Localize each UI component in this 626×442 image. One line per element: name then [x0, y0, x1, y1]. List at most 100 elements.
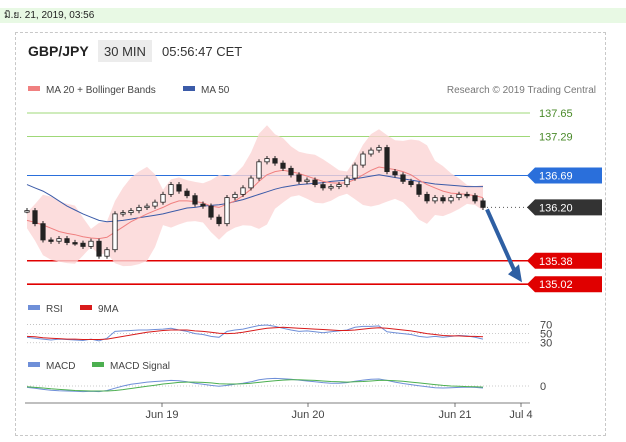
candle-body-33: [288, 167, 294, 176]
timeframe-label: 30 MIN: [104, 44, 146, 59]
candle-body-38: [328, 186, 334, 189]
candle-body-47: [400, 174, 406, 182]
ma20-legend-swatch: [28, 86, 40, 91]
candle-body-17: [160, 193, 166, 203]
candle-body-57: [480, 200, 486, 208]
candle-body-43: [368, 149, 374, 155]
candle-body-37: [320, 184, 326, 189]
candle-body-13: [128, 210, 134, 213]
candle-body-44: [376, 147, 382, 151]
candle-body-26: [232, 193, 238, 199]
x-tick-label-1: Jun 20: [291, 409, 324, 421]
candle-body-28: [248, 177, 254, 189]
candle-body-55: [464, 193, 470, 197]
level-tag-3: 136.20: [539, 202, 573, 214]
candle-body-7: [80, 242, 86, 247]
price-level-tags: 137.65 137.29 136.69 136.20 135.38 135.02: [527, 108, 602, 293]
candle-body-39: [336, 184, 342, 187]
candle-body-22: [200, 203, 206, 207]
macd-tick-0: 0: [540, 381, 546, 393]
x-tick-label-2: Jun 21: [438, 409, 471, 421]
macd-signal-legend-label: MACD Signal: [110, 361, 170, 372]
candle-body-30: [264, 158, 270, 163]
candle-body-25: [224, 197, 230, 225]
ma50-line: [26, 174, 483, 223]
forecast-arrow: [485, 208, 522, 283]
candle-body-48: [408, 180, 414, 186]
level-tag-2: 136.69: [539, 170, 573, 182]
candle-body-36: [312, 179, 318, 186]
rsi-tick-2: 30: [540, 338, 552, 350]
level-tag-4: 135.38: [539, 256, 573, 268]
rsi-legend-label: RSI: [46, 304, 63, 315]
candle-body-5: [64, 238, 70, 243]
candle-body-51: [432, 197, 438, 202]
level-tag-bg-4: [527, 252, 602, 269]
candle-body-32: [280, 162, 286, 169]
rsi-9ma-legend-label: 9MA: [98, 304, 119, 315]
macd-legend-swatch: [28, 362, 40, 367]
timeframe-button[interactable]: [98, 40, 152, 62]
candle-body-54: [456, 193, 462, 199]
candle-body-4: [56, 238, 62, 242]
candle-body-16: [152, 201, 158, 207]
candle-body-41: [352, 164, 358, 179]
level-tag-1: 137.29: [539, 131, 573, 143]
candle-body-29: [256, 161, 262, 179]
candle-body-14: [136, 206, 142, 212]
candle-body-24: [216, 216, 222, 225]
date-header: มิ.ย. 21, 2019, 03:56: [0, 8, 626, 23]
price-candles: [24, 144, 486, 259]
candle-body-0: [24, 210, 30, 213]
candle-body-11: [112, 213, 118, 251]
candle-body-27: [240, 187, 246, 195]
candle-body-50: [424, 193, 430, 202]
candle-body-34: [296, 174, 302, 182]
ma20-line: [26, 166, 484, 240]
candle-body-46: [392, 171, 398, 176]
macd-line: [26, 377, 484, 393]
pair-label: GBP/JPY: [28, 43, 89, 59]
rsi-line: [26, 324, 484, 342]
candle-body-18: [168, 184, 174, 195]
arrow-head: [508, 264, 522, 283]
macd-signal-line: [26, 379, 484, 392]
candle-body-19: [176, 184, 182, 192]
candle-body-49: [416, 184, 422, 195]
candle-body-21: [192, 195, 198, 205]
x-axis: Jun 19 Jun 20 Jun 21 Jul 4: [25, 402, 533, 421]
candle-body-9: [96, 240, 102, 257]
rsi-9ma-legend-swatch: [80, 305, 92, 310]
clock-label: 05:56:47 CET: [162, 44, 242, 59]
candle-body-52: [440, 197, 446, 202]
ma50-legend-label: MA 50: [201, 85, 230, 96]
candle-body-23: [208, 205, 214, 218]
candle-body-42: [360, 153, 366, 166]
rsi-tick-1: 50: [540, 329, 552, 341]
candle-body-53: [448, 197, 454, 202]
candle-body-12: [120, 212, 126, 215]
x-tick-label-3: Jul 4: [509, 409, 532, 421]
candle-body-45: [384, 147, 390, 172]
ma20-legend-label: MA 20 + Bollinger Bands: [46, 85, 156, 96]
pair-box: [27, 40, 91, 62]
macd-legend-label: MACD: [46, 361, 75, 372]
candle-body-35: [304, 179, 310, 182]
rsi-tick-0: 70: [540, 320, 552, 332]
candle-body-8: [88, 240, 94, 247]
chart-frame: [15, 32, 606, 436]
candle-body-40: [344, 177, 350, 186]
ma50-legend-swatch: [183, 86, 195, 91]
level-tag-0: 137.65: [539, 108, 573, 120]
arrow-shaft: [485, 208, 518, 276]
level-tag-bg-3: [527, 199, 602, 216]
level-tag-bg-2: [527, 167, 602, 184]
candle-body-1: [32, 210, 38, 225]
research-credit: Research © 2019 Trading Central: [447, 85, 596, 96]
candle-body-15: [144, 205, 150, 208]
candle-body-3: [48, 239, 54, 242]
rsi-9ma-line: [26, 326, 484, 340]
macd-panel: 0: [26, 377, 546, 393]
